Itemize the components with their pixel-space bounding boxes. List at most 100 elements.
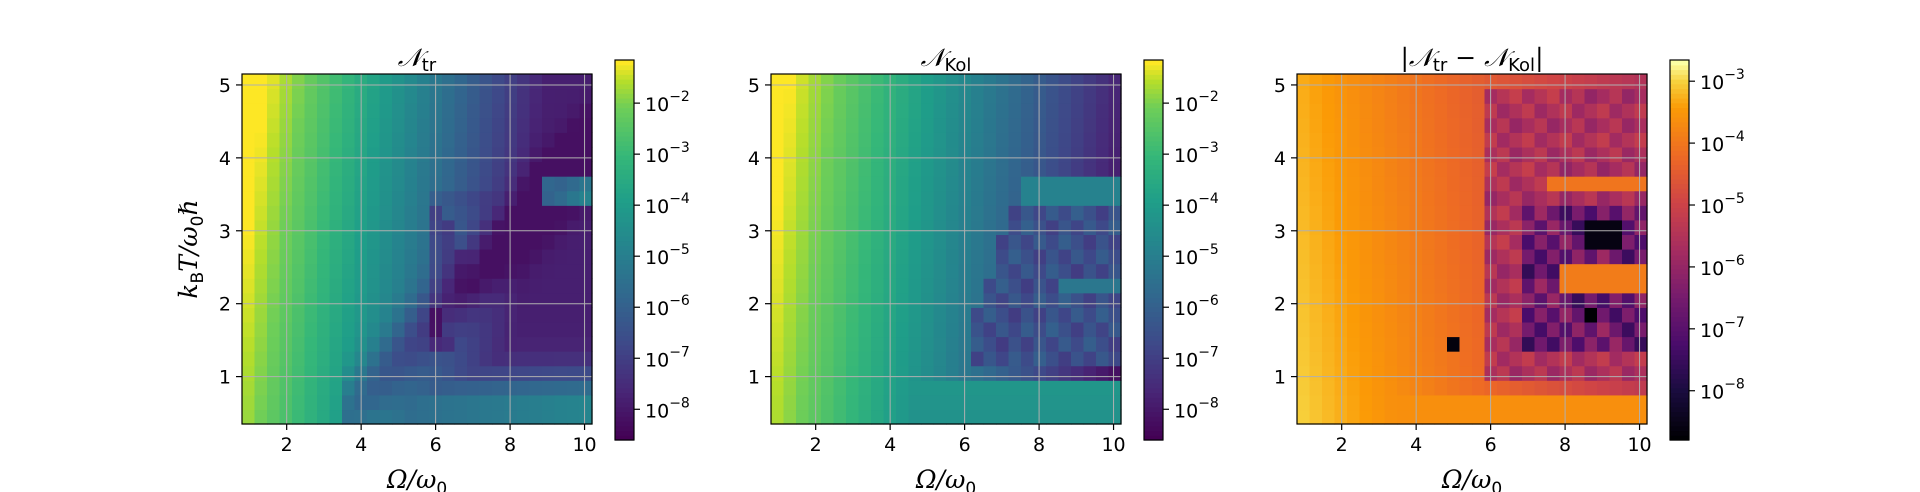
heatmap-cell: [392, 190, 406, 206]
colorbar-segment: [615, 345, 634, 351]
heatmap-cell: [1372, 88, 1386, 104]
heatmap-cell: [304, 351, 318, 367]
heatmap-cell: [1083, 380, 1097, 396]
heatmap-cell: [1021, 307, 1035, 323]
heatmap-cell: [983, 336, 997, 352]
heatmap-cell: [304, 88, 318, 104]
heatmap-cell: [771, 292, 785, 308]
heatmap-cell: [858, 132, 872, 148]
heatmap-cell: [1297, 219, 1311, 236]
heatmap-cell: [529, 380, 543, 396]
colorbar-segment: [615, 326, 634, 332]
heatmap-cell: [1597, 234, 1611, 250]
heatmap-cell: [367, 249, 381, 265]
heatmap-cell: [529, 351, 543, 367]
heatmap-cell: [996, 263, 1010, 279]
heatmap-cell: [1447, 263, 1461, 279]
heatmap-cell: [367, 132, 381, 148]
colorbar-segment: [1144, 411, 1163, 417]
heatmap-cell: [342, 278, 356, 294]
heatmap-cell: [1372, 278, 1386, 294]
heatmap-cell: [1347, 409, 1361, 425]
heatmap-cell: [1422, 219, 1436, 236]
y-tick-label: 4: [219, 148, 231, 170]
y-tick-label: 3: [748, 221, 760, 243]
heatmap-cell: [796, 409, 810, 425]
colorbar-segment: [1670, 231, 1689, 237]
heatmap-cell: [1309, 380, 1323, 396]
heatmap-cell: [242, 278, 256, 294]
heatmap-cell: [404, 88, 418, 104]
heatmap-cell: [896, 132, 910, 148]
heatmap-cell: [292, 88, 306, 104]
heatmap-cell: [1033, 190, 1047, 206]
heatmap-cell: [1021, 234, 1035, 250]
y-tick-label: 5: [748, 75, 760, 97]
heatmap-cell: [1322, 205, 1336, 221]
colorbar-segment: [1670, 368, 1689, 375]
heatmap-cell: [1033, 219, 1047, 236]
heatmap-cell: [329, 365, 343, 381]
heatmap-cell: [1033, 205, 1047, 221]
heatmap-cell: [983, 249, 997, 265]
heatmap-cell: [379, 249, 393, 265]
colorbar-segment: [1144, 193, 1163, 199]
heatmap-cell: [1334, 161, 1348, 177]
heatmap-cell: [1021, 336, 1035, 352]
colorbar-segment: [1144, 416, 1163, 422]
heatmap-cell: [1584, 336, 1598, 352]
heatmap-cell: [1046, 336, 1060, 352]
colorbar-segment: [1144, 183, 1163, 189]
heatmap-cell: [871, 394, 885, 411]
heatmap-cell: [367, 146, 381, 163]
heatmap-cell: [567, 190, 581, 206]
heatmap-cell: [1334, 365, 1348, 381]
heatmap-cell: [279, 394, 293, 411]
heatmap-cell: [933, 249, 947, 265]
heatmap-cell: [1584, 190, 1598, 206]
heatmap-cell: [1422, 88, 1436, 104]
heatmap-cell: [1509, 117, 1523, 133]
heatmap-cell: [821, 205, 835, 221]
heatmap-cell: [492, 380, 506, 396]
colorbar-segment: [1144, 378, 1163, 384]
heatmap-cell: [796, 161, 810, 177]
heatmap-cell: [771, 219, 785, 236]
heatmap-cell: [342, 394, 356, 411]
heatmap-cell: [542, 146, 556, 163]
heatmap-cell: [529, 365, 543, 381]
heatmap-cell: [971, 88, 985, 104]
heatmap-cell: [554, 146, 568, 163]
colorbar-segment: [1144, 174, 1163, 180]
heatmap-cell: [1033, 351, 1047, 367]
heatmap-cell: [267, 336, 281, 352]
heatmap-cell: [1597, 146, 1611, 163]
heatmap-cell: [1008, 380, 1022, 396]
heatmap-cell: [796, 146, 810, 163]
heatmap-cell: [567, 161, 581, 177]
heatmap-cell: [379, 205, 393, 221]
heatmap-cell: [542, 103, 556, 119]
heatmap-cell: [342, 292, 356, 308]
colorbar-segment: [615, 79, 634, 85]
colorbar-segment: [615, 330, 634, 337]
heatmap-cell: [783, 263, 797, 279]
heatmap-cell: [579, 307, 593, 323]
heatmap-cell: [579, 176, 593, 192]
heatmap-cell: [1584, 321, 1598, 338]
heatmap-cell: [1372, 292, 1386, 308]
heatmap-cell: [479, 219, 493, 236]
heatmap-cell: [821, 409, 835, 425]
heatmap-cell: [1422, 74, 1436, 90]
heatmap-cell: [1384, 161, 1398, 177]
heatmap-cell: [808, 146, 822, 163]
heatmap-cell: [821, 394, 835, 411]
heatmap-cell: [1509, 205, 1523, 221]
heatmap-cell: [1384, 292, 1398, 308]
heatmap-cell: [1522, 351, 1536, 367]
heatmap-cell: [1397, 146, 1411, 163]
heatmap-cell: [1108, 74, 1122, 90]
heatmap-cell: [971, 380, 985, 396]
heatmap-cell: [467, 205, 481, 221]
colorbar-segment: [1670, 364, 1689, 370]
